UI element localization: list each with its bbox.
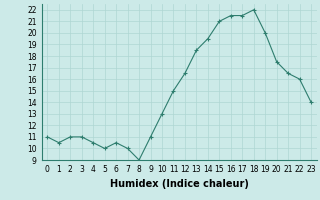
- X-axis label: Humidex (Indice chaleur): Humidex (Indice chaleur): [110, 179, 249, 189]
